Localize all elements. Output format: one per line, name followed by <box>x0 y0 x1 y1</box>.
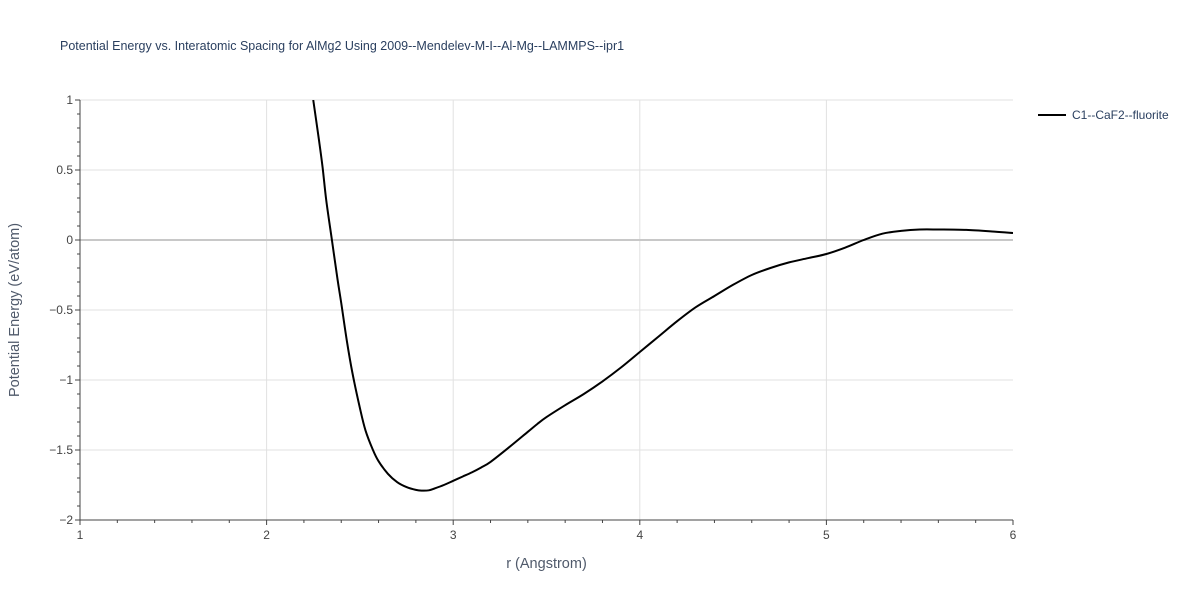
y-tick-label: 1 <box>66 93 73 107</box>
y-tick-label: −0.5 <box>49 303 73 317</box>
plot-area <box>312 100 1013 492</box>
tick-labels: 1 2 3 4 5 6 1 0.5 0 −0.5 −1 −1.5 −2 <box>49 93 1016 542</box>
y-tick-label: 0 <box>66 233 73 247</box>
y-axis-title: Potential Energy (eV/atom) <box>7 223 23 397</box>
chart-title: Potential Energy vs. Interatomic Spacing… <box>60 39 624 53</box>
x-tick-label: 3 <box>450 528 457 542</box>
y-tick-label: −1.5 <box>49 443 73 457</box>
legend[interactable]: C1--CaF2--fluorite <box>1038 108 1169 122</box>
axes <box>75 99 1014 525</box>
grid-lines <box>80 99 1013 520</box>
x-tick-label: 2 <box>263 528 270 542</box>
legend-entry-label: C1--CaF2--fluorite <box>1072 108 1169 122</box>
y-tick-label: −1 <box>59 373 73 387</box>
x-tick-label: 6 <box>1010 528 1017 542</box>
y-tick-label: −2 <box>59 513 73 527</box>
series-line-c1-caf2-fluorite <box>312 100 1013 492</box>
x-tick-label: 1 <box>77 528 84 542</box>
y-tick-label: 0.5 <box>56 163 73 177</box>
x-tick-label: 4 <box>636 528 643 542</box>
x-axis-title: r (Angstrom) <box>506 556 587 572</box>
x-tick-label: 5 <box>823 528 830 542</box>
